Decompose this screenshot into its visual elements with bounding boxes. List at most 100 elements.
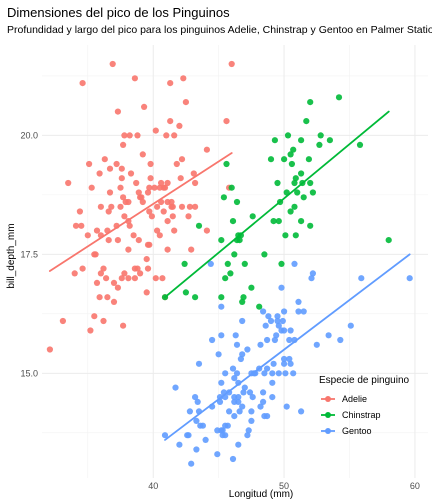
y-tick-label: 20.0 bbox=[20, 130, 38, 140]
point-gentoo bbox=[239, 351, 245, 357]
y-tick-label: 15.0 bbox=[20, 368, 38, 378]
point-gentoo bbox=[268, 318, 274, 324]
point-gentoo bbox=[273, 332, 279, 338]
point-gentoo bbox=[225, 423, 231, 429]
point-adelie bbox=[73, 223, 79, 229]
point-adelie bbox=[107, 189, 113, 195]
point-gentoo bbox=[271, 361, 277, 367]
point-adelie bbox=[111, 299, 117, 305]
point-adelie bbox=[86, 161, 92, 167]
point-gentoo bbox=[269, 370, 275, 376]
legend-title: Especie de pinguino bbox=[319, 375, 410, 386]
point-adelie bbox=[103, 275, 109, 281]
point-adelie bbox=[159, 275, 165, 281]
point-gentoo bbox=[337, 337, 343, 343]
x-tick-label: 40 bbox=[148, 481, 158, 491]
point-gentoo bbox=[242, 385, 248, 391]
point-chinstrap bbox=[276, 218, 282, 224]
point-gentoo bbox=[231, 413, 237, 419]
point-adelie bbox=[192, 180, 198, 186]
point-adelie bbox=[180, 75, 186, 81]
point-gentoo bbox=[188, 461, 194, 467]
point-chinstrap bbox=[221, 194, 227, 200]
point-chinstrap bbox=[291, 204, 297, 210]
point-adelie bbox=[146, 242, 152, 248]
point-adelie bbox=[167, 80, 173, 86]
point-adelie bbox=[140, 151, 146, 157]
y-axis-label: bill_depth_mm bbox=[6, 223, 17, 288]
point-adelie bbox=[137, 270, 143, 276]
point-chinstrap bbox=[272, 137, 278, 143]
point-gentoo bbox=[348, 323, 354, 329]
legend-items: AdelieChinstrapGentoo bbox=[321, 394, 381, 436]
point-adelie bbox=[204, 228, 210, 234]
point-gentoo bbox=[218, 304, 224, 310]
point-adelie bbox=[119, 166, 125, 172]
point-chinstrap bbox=[289, 161, 295, 167]
point-gentoo bbox=[290, 370, 296, 376]
point-chinstrap bbox=[225, 261, 231, 267]
point-gentoo bbox=[216, 351, 222, 357]
point-gentoo bbox=[301, 308, 307, 314]
point-chinstrap bbox=[298, 137, 304, 143]
point-chinstrap bbox=[230, 218, 236, 224]
point-gentoo bbox=[234, 370, 240, 376]
point-adelie bbox=[85, 232, 91, 238]
point-adelie bbox=[98, 204, 104, 210]
point-adelie bbox=[223, 118, 229, 124]
point-adelie bbox=[171, 132, 177, 138]
legend-key-point bbox=[325, 428, 331, 434]
point-gentoo bbox=[239, 404, 245, 410]
point-gentoo bbox=[282, 370, 288, 376]
point-adelie bbox=[102, 156, 108, 162]
point-gentoo bbox=[264, 413, 270, 419]
legend-label: Chinstrap bbox=[342, 410, 381, 420]
point-adelie bbox=[134, 132, 140, 138]
point-adelie bbox=[110, 61, 116, 67]
point-gentoo bbox=[244, 346, 250, 352]
point-adelie bbox=[163, 132, 169, 138]
point-chinstrap bbox=[274, 180, 280, 186]
point-adelie bbox=[192, 204, 198, 210]
point-adelie bbox=[151, 185, 157, 191]
point-chinstrap bbox=[250, 213, 256, 219]
point-adelie bbox=[149, 213, 155, 219]
point-gentoo bbox=[246, 427, 252, 433]
point-adelie bbox=[115, 109, 121, 115]
point-adelie bbox=[185, 213, 191, 219]
point-adelie bbox=[107, 166, 113, 172]
point-chinstrap bbox=[298, 218, 304, 224]
x-tick-label: 60 bbox=[410, 481, 420, 491]
x-axis-label: Longitud (mm) bbox=[229, 489, 293, 500]
point-chinstrap bbox=[293, 175, 299, 181]
y-axis-ticks: 15.0 17.5 20.0 bbox=[20, 130, 38, 378]
legend-key-point bbox=[325, 412, 331, 418]
point-gentoo bbox=[269, 394, 275, 400]
point-adelie bbox=[127, 132, 133, 138]
point-adelie bbox=[100, 266, 106, 272]
point-adelie bbox=[136, 237, 142, 243]
point-adelie bbox=[132, 75, 138, 81]
point-gentoo bbox=[195, 399, 201, 405]
point-gentoo bbox=[235, 442, 241, 448]
point-gentoo bbox=[196, 361, 202, 367]
data-points bbox=[47, 61, 413, 467]
point-adelie bbox=[133, 180, 139, 186]
point-gentoo bbox=[269, 380, 275, 386]
point-gentoo bbox=[264, 366, 270, 372]
point-chinstrap bbox=[307, 99, 313, 105]
point-adelie bbox=[165, 180, 171, 186]
point-adelie bbox=[120, 323, 126, 329]
point-adelie bbox=[148, 175, 154, 181]
point-adelie bbox=[78, 223, 84, 229]
point-gentoo bbox=[230, 366, 236, 372]
point-adelie bbox=[125, 247, 131, 253]
point-chinstrap bbox=[182, 261, 188, 267]
point-chinstrap bbox=[285, 132, 291, 138]
point-gentoo bbox=[230, 456, 236, 462]
point-adelie bbox=[80, 80, 86, 86]
legend-label: Adelie bbox=[342, 394, 367, 404]
point-adelie bbox=[128, 170, 134, 176]
point-chinstrap bbox=[223, 161, 229, 167]
